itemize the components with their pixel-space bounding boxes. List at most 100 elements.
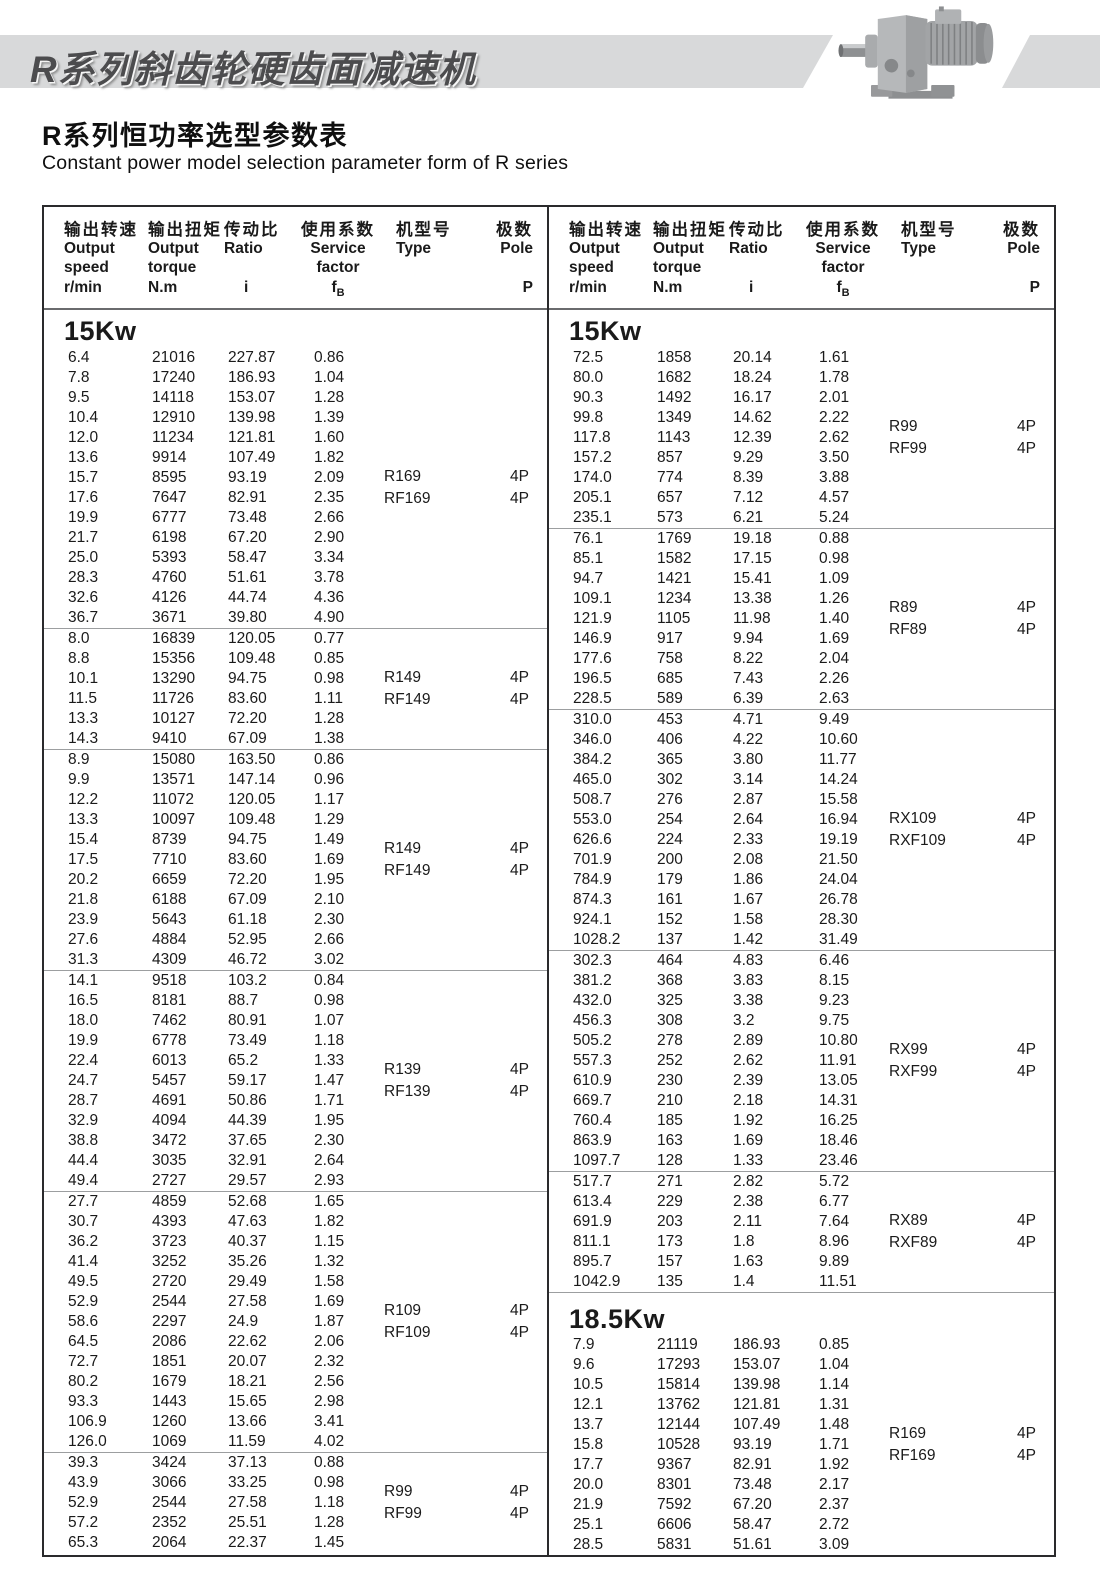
ratio-cell: 147.14 (228, 771, 276, 788)
output-speed-cell: 17.7 (573, 1456, 604, 1473)
ratio-cell: 82.91 (733, 1456, 772, 1473)
data-row: 11.5 11726 83.60 1.11 (44, 689, 547, 709)
output-speed-cell: 24.7 (68, 1072, 99, 1089)
data-row: 41.4 3252 35.26 1.32 (44, 1252, 547, 1272)
output-torque-cell: 308 (657, 1012, 683, 1029)
ratio-cell: 120.05 (228, 791, 276, 808)
ratio-cell: 58.47 (733, 1516, 772, 1533)
service-factor-cell: 1.82 (314, 1213, 345, 1230)
table-header-left: 输出转速 Output speed r/min 输出扭矩 Output torq… (44, 207, 547, 310)
service-factor-cell: 19.19 (819, 831, 858, 848)
ratio-cell: 15.65 (228, 1393, 267, 1410)
ratio-cell: 61.18 (228, 911, 267, 928)
ratio-cell: 47.63 (228, 1213, 267, 1230)
data-row: 346.0 406 4.22 10.60 (549, 730, 1054, 750)
pole-labels: 4P 4P (1017, 808, 1036, 852)
data-row: 14.3 9410 67.09 1.38 (44, 729, 547, 749)
type-label: R149 (384, 669, 422, 686)
output-speed-cell: 16.5 (68, 992, 99, 1009)
service-factor-cell: 23.46 (819, 1152, 858, 1169)
output-speed-cell: 302.3 (573, 952, 612, 969)
data-row: 15.4 8739 94.75 1.49 (44, 830, 547, 850)
output-torque-cell: 3671 (152, 609, 187, 626)
data-row: 20.2 6659 72.20 1.95 (44, 870, 547, 890)
output-torque-cell: 1105 (657, 610, 691, 627)
service-factor-cell: 1.38 (314, 730, 345, 747)
output-speed-cell: 701.9 (573, 851, 612, 868)
ratio-cell: 163.50 (228, 751, 276, 768)
ratio-cell: 67.09 (228, 891, 267, 908)
data-row: 121.9 1105 11.98 1.40 (549, 609, 1054, 629)
service-factor-cell: 26.78 (819, 891, 858, 908)
output-speed-cell: 610.9 (573, 1072, 612, 1089)
service-factor-cell: 0.86 (314, 751, 345, 768)
ratio-cell: 4.22 (733, 731, 764, 748)
pole-label: 4P (1017, 1447, 1036, 1464)
header-banner: R系列斜齿轮硬齿面减速机 (0, 6, 1100, 99)
output-speed-cell: 41.4 (68, 1253, 99, 1270)
service-factor-cell: 11.77 (819, 751, 857, 768)
data-row: 174.0 774 8.39 3.88 (549, 468, 1054, 488)
output-speed-cell: 1028.2 (573, 931, 621, 948)
output-torque-cell: 4691 (152, 1092, 187, 1109)
service-factor-cell: 1.17 (314, 791, 345, 808)
output-speed-cell: 64.5 (68, 1333, 99, 1350)
output-speed-cell: 146.9 (573, 630, 612, 647)
service-factor-cell: 0.88 (819, 530, 850, 547)
ratio-cell: 8.22 (733, 650, 764, 667)
output-torque-cell: 161 (657, 891, 683, 908)
power-section-label: 15Kw (64, 316, 137, 346)
output-torque-cell: 9410 (152, 730, 187, 747)
service-factor-cell: 2.62 (819, 429, 850, 446)
output-torque-cell: 4859 (152, 1193, 187, 1210)
ratio-cell: 44.39 (228, 1112, 267, 1129)
output-torque-cell: 917 (657, 630, 683, 647)
service-factor-cell: 2.26 (819, 670, 850, 687)
service-factor-cell: 3.41 (314, 1413, 345, 1430)
data-row: 12.1 13762 121.81 1.31 (549, 1395, 1054, 1415)
service-factor-cell: 1.87 (314, 1313, 345, 1330)
ratio-cell: 83.60 (228, 690, 267, 707)
service-factor-cell: 0.86 (314, 349, 345, 366)
ratio-cell: 3.38 (733, 992, 764, 1009)
ratio-cell: 27.58 (228, 1293, 267, 1310)
data-row: 25.0 5393 58.47 3.34 (44, 548, 547, 568)
type-label: RF169 (384, 490, 431, 507)
ratio-cell: 6.21 (733, 509, 764, 526)
output-speed-cell: 72.5 (573, 349, 604, 366)
service-factor-cell: 8.96 (819, 1233, 850, 1250)
output-torque-cell: 5643 (152, 911, 187, 928)
output-torque-cell: 406 (657, 731, 683, 748)
ratio-cell: 2.64 (733, 811, 764, 828)
output-torque-cell: 4094 (152, 1112, 187, 1129)
data-row: 384.2 365 3.80 11.77 (549, 750, 1054, 770)
ratio-cell: 52.68 (228, 1193, 267, 1210)
data-row: 28.7 4691 50.86 1.71 (44, 1091, 547, 1111)
output-speed-cell: 14.1 (68, 972, 99, 989)
power-section-label: 18.5Kw (549, 1292, 1054, 1335)
ratio-cell: 67.09 (228, 730, 267, 747)
service-factor-cell: 1.32 (314, 1253, 345, 1270)
output-speed-cell: 31.3 (68, 951, 99, 968)
pole-label: 4P (1017, 599, 1036, 616)
output-torque-cell: 1851 (152, 1353, 187, 1370)
data-row: 28.5 5831 51.61 3.09 (549, 1535, 1054, 1555)
output-speed-cell: 874.3 (573, 891, 612, 908)
ratio-cell: 103.2 (228, 972, 267, 989)
data-row: 52.9 2544 27.58 1.69 (44, 1292, 547, 1312)
ratio-cell: 3.14 (733, 771, 764, 788)
output-speed-cell: 384.2 (573, 751, 612, 768)
ratio-cell: 29.57 (228, 1172, 267, 1189)
data-row: 15.8 10528 93.19 1.71 (549, 1435, 1054, 1455)
output-speed-cell: 106.9 (68, 1413, 107, 1430)
output-torque-cell: 2544 (152, 1494, 187, 1511)
service-factor-cell: 2.56 (314, 1373, 345, 1390)
service-factor-cell: 2.30 (314, 911, 345, 928)
ratio-cell: 72.20 (228, 871, 267, 888)
output-speed-cell: 15.8 (573, 1436, 604, 1453)
pole-label: 4P (510, 669, 529, 686)
output-torque-cell: 185 (657, 1112, 683, 1129)
data-row: 72.7 1851 20.07 2.32 (44, 1352, 547, 1372)
output-speed-cell: 177.6 (573, 650, 612, 667)
output-speed-cell: 517.7 (573, 1173, 612, 1190)
